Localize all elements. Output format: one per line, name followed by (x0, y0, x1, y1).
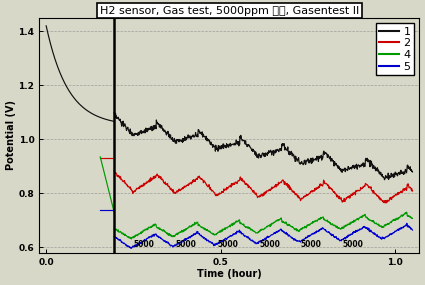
1 (382, 178, 387, 182)
1 (112, 111, 117, 114)
5 (369, 229, 374, 233)
1 (368, 162, 374, 166)
4 (302, 225, 307, 228)
Legend: 1, 2, 4, 5: 1, 2, 4, 5 (376, 23, 414, 75)
Text: 5000: 5000 (259, 240, 280, 249)
2 (130, 189, 135, 193)
1 (410, 170, 415, 174)
4 (410, 217, 415, 220)
4 (112, 227, 117, 230)
4 (293, 228, 298, 231)
5 (293, 239, 298, 242)
Line: 4: 4 (114, 212, 413, 239)
2 (368, 185, 374, 189)
1 (130, 133, 135, 136)
5 (404, 222, 409, 225)
Text: 5000: 5000 (217, 240, 238, 249)
4 (285, 223, 290, 227)
5 (112, 235, 117, 238)
1 (285, 149, 290, 152)
5 (410, 228, 415, 232)
5 (302, 237, 307, 241)
2 (112, 169, 117, 172)
Text: 5000: 5000 (301, 240, 322, 249)
Title: H2 sensor, Gas test, 5000ppm 반복, Gasentest II: H2 sensor, Gas test, 5000ppm 반복, Gasente… (100, 5, 359, 16)
Line: 1: 1 (114, 113, 413, 180)
4 (404, 210, 409, 214)
1 (302, 159, 307, 162)
4 (369, 219, 374, 223)
2 (410, 189, 415, 193)
2 (338, 196, 343, 200)
5 (128, 247, 133, 250)
1 (338, 167, 343, 170)
2 (302, 195, 307, 199)
Text: 5000: 5000 (133, 240, 154, 249)
4 (130, 235, 136, 239)
X-axis label: Time (hour): Time (hour) (197, 269, 262, 280)
4 (338, 227, 343, 231)
Line: 2: 2 (114, 171, 413, 203)
2 (285, 183, 290, 187)
Text: 5000: 5000 (343, 240, 364, 249)
Y-axis label: Potential (V): Potential (V) (6, 100, 16, 170)
4 (129, 237, 134, 241)
2 (383, 201, 388, 205)
2 (293, 193, 298, 196)
5 (130, 244, 136, 248)
1 (293, 160, 298, 163)
Line: 5: 5 (114, 223, 413, 248)
5 (338, 239, 343, 242)
5 (285, 233, 290, 237)
Text: 5000: 5000 (175, 240, 196, 249)
